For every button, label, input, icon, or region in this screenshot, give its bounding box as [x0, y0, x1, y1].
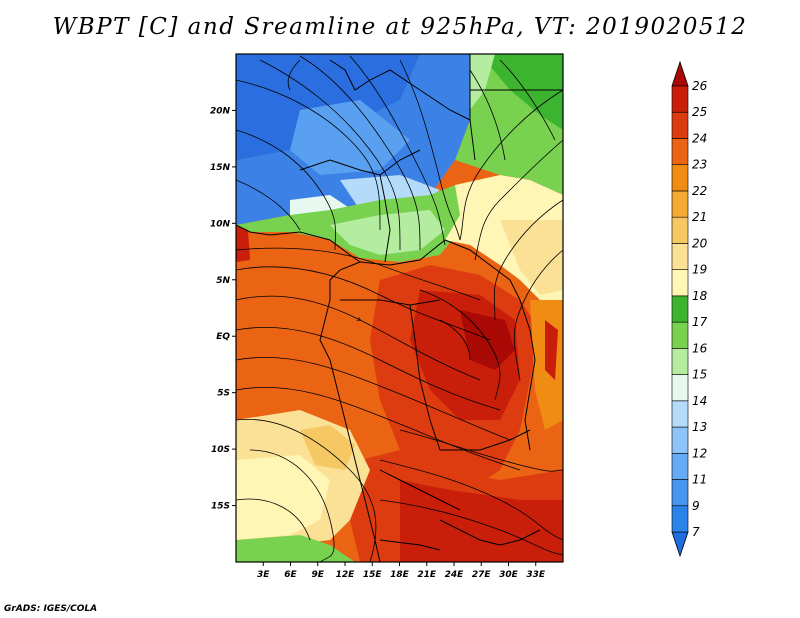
country-borders [236, 54, 563, 562]
colorbar-level-label: 9 [692, 499, 700, 513]
colorbar-level-label: 23 [692, 158, 707, 172]
colorbar-level-label: 26 [692, 79, 708, 93]
colorbar-level-label: 13 [692, 420, 707, 434]
colorbar-level-label: 17 [692, 315, 708, 329]
colorbar-segment [671, 374, 689, 402]
colorbar-segment [671, 111, 689, 139]
lon-tick-label: 9E [312, 570, 325, 580]
software-credit: GrADS: IGES/COLA [4, 604, 98, 614]
colorbar-level-label: 20 [692, 236, 708, 250]
longitude-axis: 3E 6E 9E 12E 15E 18E 21E 24E 27E 30E 33E [257, 562, 546, 580]
colorbar: 7 9 11 12 13 14 15 16 17 18 19 20 21 22 23 24 25 26 [671, 60, 708, 558]
lon-tick-label: 24E [445, 570, 465, 580]
lat-tick-label: 5N [216, 276, 230, 286]
streamlines [236, 55, 563, 562]
lon-tick-label: 6E [284, 570, 297, 580]
colorbar-segment [671, 348, 689, 375]
colorbar-segment [671, 85, 689, 113]
colorbar-level-label: 19 [692, 263, 707, 277]
colorbar-level-label: 18 [692, 289, 708, 303]
colorbar-segment [671, 426, 689, 454]
lat-tick-label: 10N [210, 219, 231, 229]
colorbar-segment [671, 400, 689, 428]
lat-tick-label: 10S [211, 445, 230, 455]
wbpt-shaded-field [236, 54, 563, 562]
colorbar-max-arrow [671, 60, 689, 87]
lon-tick-label: 30E [499, 570, 519, 580]
lon-tick-label: 21E [417, 570, 437, 580]
latitude-axis: 20N 15N 10N 5N EQ 5S 10S 15S [210, 106, 236, 512]
colorbar-segment [671, 479, 689, 507]
colorbar-level-label: 16 [692, 341, 708, 355]
lon-tick-label: 12E [336, 570, 356, 580]
colorbar-segment [671, 505, 689, 533]
colorbar-segment [671, 164, 689, 192]
colorbar-min-arrow [671, 531, 689, 558]
lon-tick-label: 3E [257, 570, 270, 580]
map-title: WBPT [C] and Sreamline at 925hPa, VT: 20… [52, 14, 748, 40]
lon-tick-label: 18E [390, 570, 410, 580]
colorbar-level-label: 21 [692, 210, 707, 224]
colorbar-level-label: 25 [692, 105, 707, 119]
colorbar-segment [671, 138, 689, 166]
colorbar-segment [671, 269, 689, 297]
colorbar-level-label: 24 [692, 131, 707, 145]
colorbar-level-label: 7 [692, 525, 700, 539]
colorbar-level-label: 11 [692, 473, 707, 487]
colorbar-level-label: 15 [692, 368, 707, 382]
lat-tick-label: 15N [210, 163, 231, 173]
lon-tick-label: 33E [526, 570, 546, 580]
colorbar-segment [671, 295, 689, 323]
lon-tick-label: 15E [363, 570, 383, 580]
lat-tick-label: EQ [216, 332, 230, 342]
lon-tick-label: 27E [472, 570, 492, 580]
colorbar-level-label: 14 [692, 394, 707, 408]
lat-tick-label: 20N [210, 106, 231, 116]
colorbar-segment [671, 321, 689, 349]
colorbar-segment [671, 216, 689, 244]
colorbar-segment [671, 190, 689, 218]
colorbar-segment [671, 243, 689, 270]
colorbar-segment [671, 452, 689, 480]
colorbar-level-label: 22 [692, 184, 707, 198]
lat-tick-label: 5S [217, 389, 230, 399]
lat-tick-label: 15S [211, 502, 230, 512]
colorbar-level-label: 12 [692, 446, 707, 460]
